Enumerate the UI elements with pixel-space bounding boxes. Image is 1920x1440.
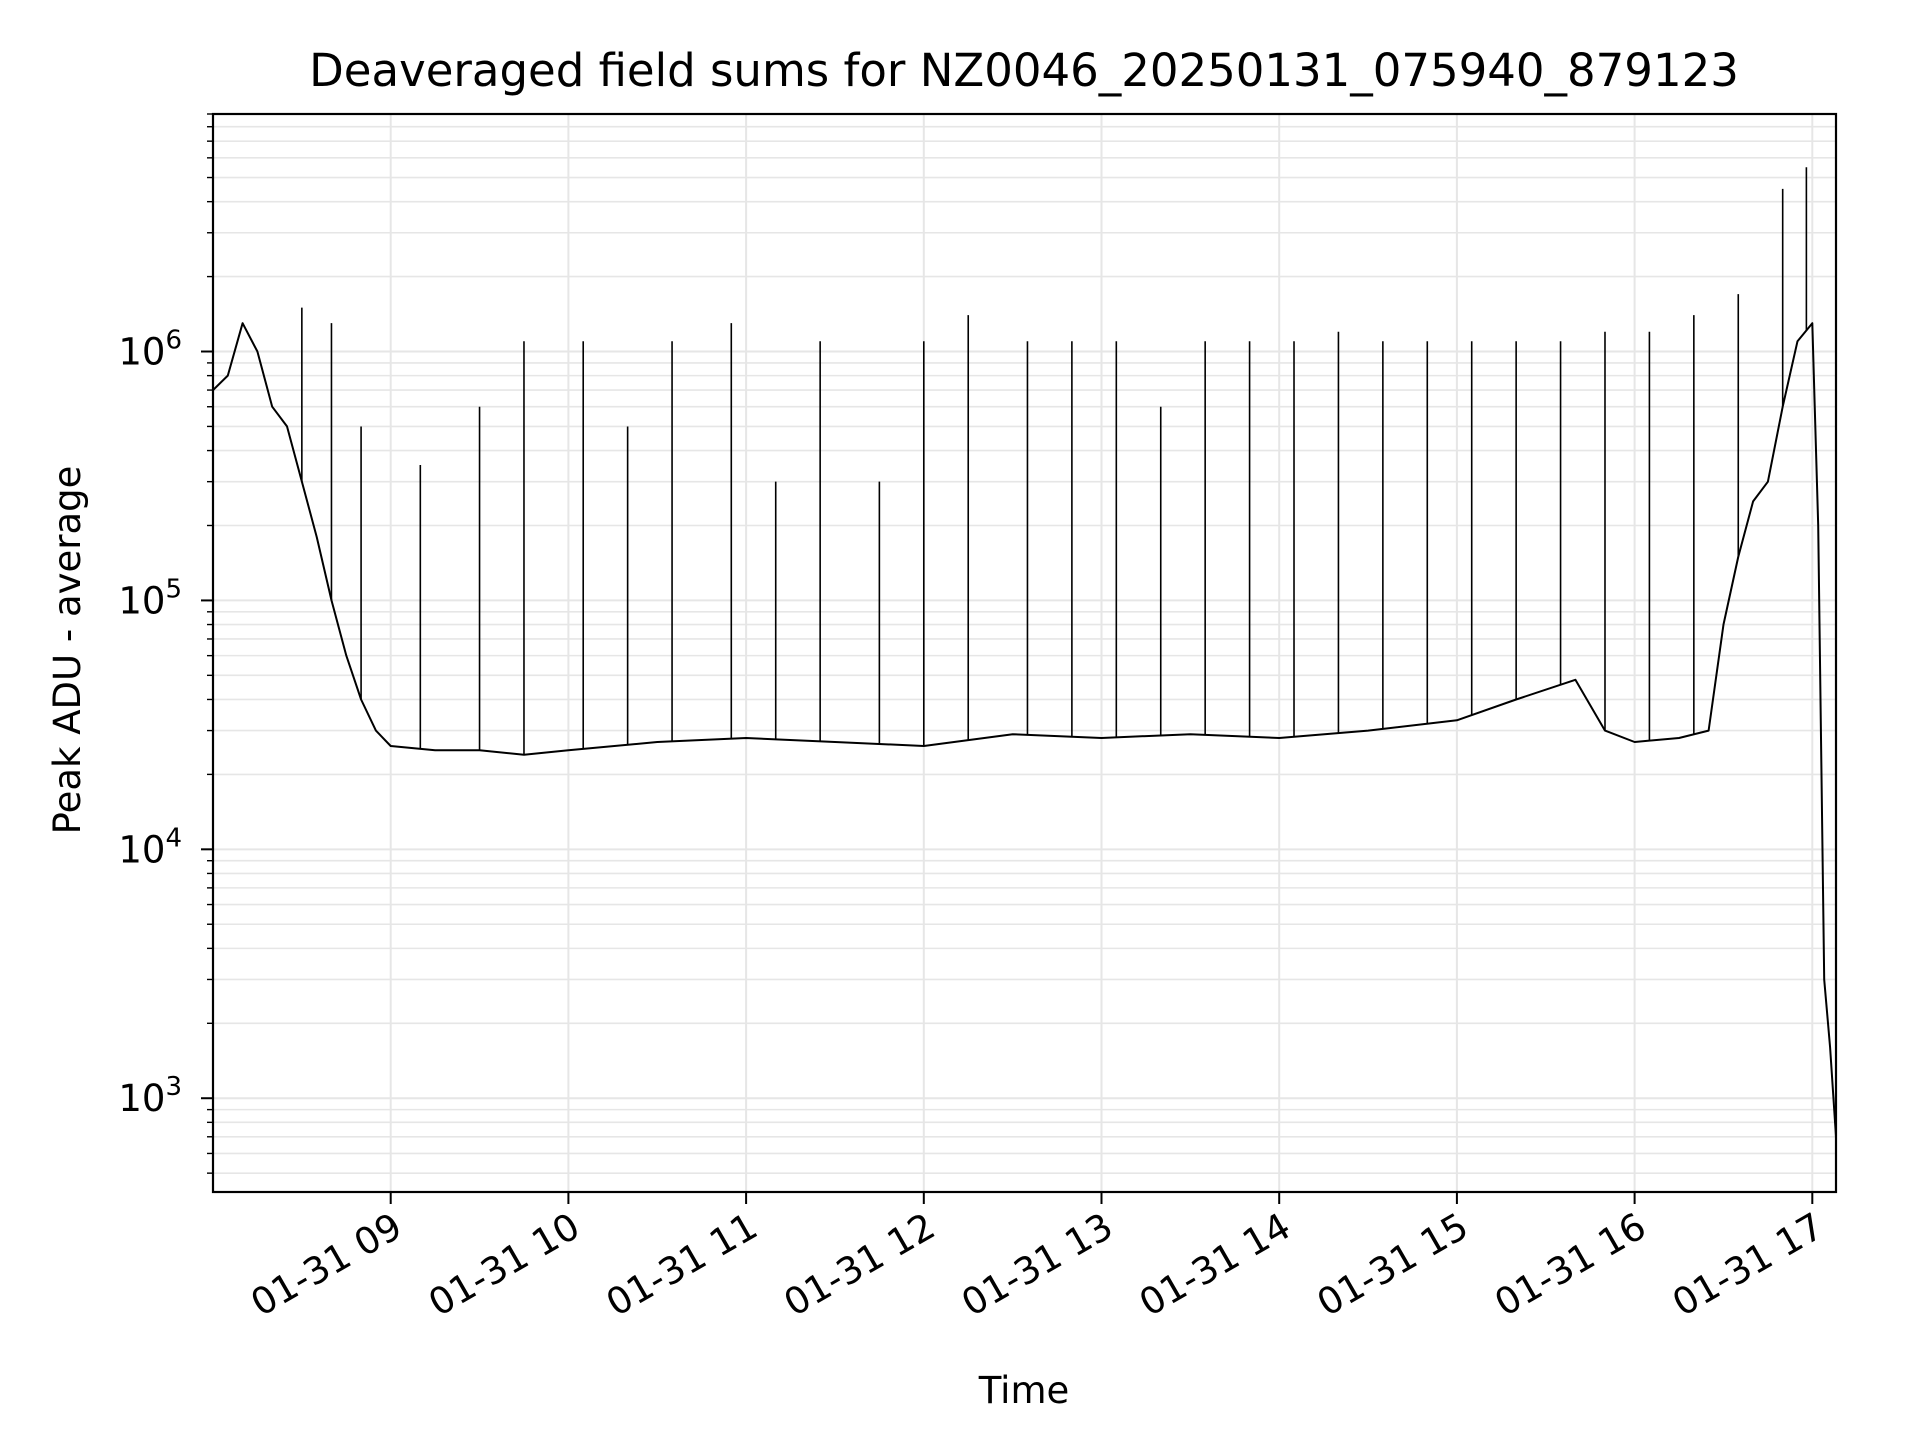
x-axis-label: Time [978, 1369, 1070, 1412]
x-tick-label: 01-31 13 [954, 1205, 1120, 1325]
x-tick-label: 01-31 14 [1132, 1205, 1298, 1325]
x-tick-label: 01-31 12 [777, 1205, 943, 1325]
x-tick-label: 01-31 11 [599, 1205, 765, 1325]
x-tick-label: 01-31 16 [1488, 1205, 1654, 1325]
plot-frame [211, 112, 1838, 1194]
y-axis: 103 104 105 106 [118, 113, 213, 1174]
grid [213, 113, 1836, 1192]
plot-area [212, 167, 1837, 1137]
x-tick-label: 01-31 17 [1665, 1205, 1831, 1325]
x-tick-label: 01-31 15 [1310, 1205, 1476, 1325]
y-tick-label: 104 [118, 823, 182, 871]
y-tick-label: 106 [118, 326, 182, 374]
y-tick-label: 103 [118, 1072, 182, 1120]
y-tick-label: 105 [118, 574, 182, 622]
x-axis: 01-31 09 01-31 10 01-31 11 01-31 12 01-31 13… [244, 1192, 1831, 1325]
chart-title: Deaveraged field sums for NZ0046_2025013… [309, 44, 1739, 97]
data-line [212, 322, 1837, 1137]
x-tick-label: 01-31 09 [244, 1205, 410, 1325]
x-tick-label: 01-31 10 [421, 1205, 587, 1325]
y-axis-label: Peak ADU - average [46, 466, 89, 835]
